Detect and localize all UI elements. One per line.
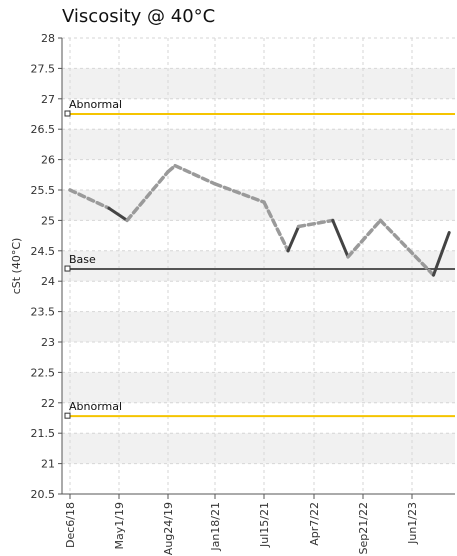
x-tick-label: May1/19	[113, 502, 126, 549]
data-series	[68, 163, 451, 277]
x-tick-labels: Dec6/18 May1/19 Aug24/19 Jan18/21 Jul15/21 Ap…	[64, 494, 419, 555]
series-segment-dashed	[173, 163, 217, 186]
x-tick-label: Jan18/21	[209, 502, 222, 552]
y-tick-label: 24	[41, 275, 55, 288]
x-tick-label: Dec6/18	[64, 502, 77, 548]
x-tick-label: Aug24/19	[162, 502, 175, 555]
y-tick-label: 25	[41, 214, 55, 227]
y-tick-labels: 28 27.5 27 26.5 26 25.5 25 24.5 24 23.5 23 22.5 22 21…	[31, 32, 62, 501]
y-tick-label: 24.5	[31, 245, 56, 258]
y-tick-label: 20.5	[31, 488, 56, 501]
reference-lines: Abnormal Base Abnormal	[64, 98, 455, 419]
series-segment-solid	[331, 218, 350, 259]
series-segment-solid	[107, 206, 129, 222]
y-tick-label: 25.5	[31, 184, 56, 197]
series-segment-dashed	[213, 182, 266, 204]
axes	[61, 38, 455, 495]
x-tick-label: Sep21/22	[357, 502, 370, 554]
series-segment-dashed	[378, 218, 436, 277]
y-tick-label: 22	[41, 397, 55, 410]
series-segment-dashed	[296, 218, 335, 229]
y-tick-label: 23.5	[31, 306, 56, 319]
plot-band	[62, 68, 455, 99]
chart-title: Viscosity @ 40°C	[62, 6, 216, 27]
y-tick-label: 27.5	[31, 62, 56, 75]
reference-marker	[64, 110, 71, 117]
y-tick-label: 28	[41, 32, 55, 45]
y-tick-label: 26.5	[31, 123, 56, 136]
y-tick-label: 26	[41, 154, 55, 167]
reference-label: Base	[69, 253, 96, 266]
reference-marker	[64, 265, 71, 272]
series-segment-dashed	[346, 218, 383, 259]
plot-band	[62, 311, 455, 342]
series-segment-solid	[286, 224, 301, 253]
plot-band	[62, 433, 455, 464]
y-axis-label: cSt (40°C)	[10, 238, 23, 295]
x-tick-label: Jul15/21	[258, 502, 271, 548]
series-segment-dashed	[68, 188, 111, 210]
reference-label: Abnormal	[69, 98, 122, 111]
y-tick-label: 22.5	[31, 366, 56, 379]
series-segment-dashed	[262, 200, 290, 253]
plot-bands	[62, 68, 455, 464]
plot-band	[62, 129, 455, 160]
x-tick-label: Apr7/22	[308, 502, 321, 546]
y-tick-label: 27	[41, 93, 55, 106]
plot-band	[62, 190, 455, 221]
reference-marker	[64, 412, 71, 419]
series-segment-dashed	[166, 163, 177, 174]
series-segment-solid	[431, 231, 451, 277]
y-tick-label: 23	[41, 336, 55, 349]
y-tick-label: 21	[41, 458, 55, 471]
plot-band	[62, 372, 455, 403]
y-tick-label: 21.5	[31, 427, 56, 440]
reference-label: Abnormal	[69, 400, 122, 413]
plot-band	[62, 250, 455, 282]
series-segment-dashed	[125, 170, 170, 223]
x-tick-label: Jun1/23	[406, 502, 419, 545]
